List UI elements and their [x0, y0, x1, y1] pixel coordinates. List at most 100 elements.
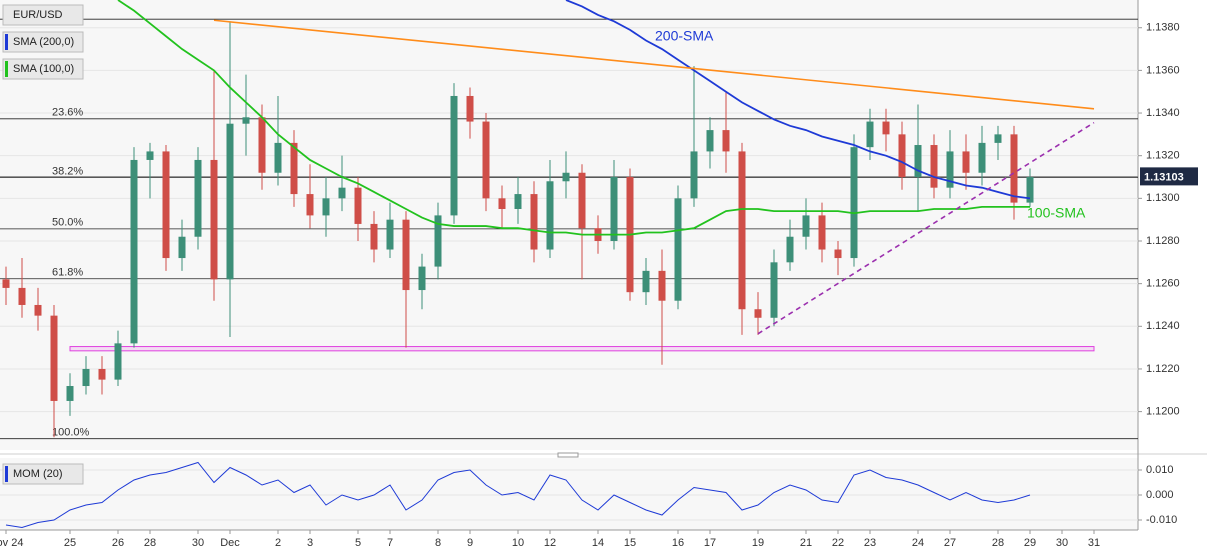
x-tick-label: 16 [672, 537, 684, 549]
candle-body [962, 151, 970, 173]
candle-body [946, 151, 954, 188]
last-price-label: 1.13103 [1144, 171, 1184, 183]
candle-body [2, 279, 10, 288]
y-tick-label: 1.1260 [1146, 278, 1180, 290]
candle-body [914, 145, 922, 178]
y-tick-label: 1.1240 [1146, 320, 1180, 332]
x-tick-label: 3 [307, 537, 313, 549]
x-tick-label: 8 [435, 537, 441, 549]
candle-body [210, 159, 218, 280]
candle-body [258, 117, 266, 173]
y-tick-label: 1.1340 [1146, 107, 1180, 119]
last-price-box [1140, 167, 1198, 186]
candle-body [98, 368, 106, 380]
candle-body [434, 215, 442, 267]
candle-body [1026, 177, 1034, 203]
x-tick-label: 5 [355, 537, 361, 549]
x-tick-label: 29 [1024, 537, 1036, 549]
candle-body [882, 121, 890, 135]
candle-body [1010, 134, 1018, 203]
pane-handle[interactable] [557, 452, 579, 458]
x-tick-label: 7 [387, 537, 393, 549]
mom-line [5, 461, 1031, 529]
candle-body [578, 172, 586, 229]
legend-label: MOM (20) [13, 468, 63, 480]
x-tick-label: 14 [592, 537, 604, 549]
candle-body [866, 121, 874, 148]
legend-label: SMA (100,0) [13, 63, 74, 75]
trendline [213, 19, 1095, 110]
x-tick-label: 23 [864, 537, 876, 549]
x-tick-label: 24 [912, 537, 924, 549]
candle-body [610, 177, 618, 241]
candle-body [178, 236, 186, 259]
x-tick-label: 25 [64, 537, 76, 549]
fib-label: 38.2% [52, 166, 83, 178]
candle-body [114, 343, 122, 380]
fib-label: 100.0% [52, 427, 90, 439]
y-tick-label: -0.010 [1146, 514, 1177, 526]
candle-body [466, 95, 474, 122]
y-tick-label: 0.000 [1146, 489, 1174, 501]
candle-body [290, 142, 298, 195]
x-tick-label: 21 [800, 537, 812, 549]
candle-body [642, 270, 650, 293]
candle-body [82, 368, 90, 387]
candle-body [498, 198, 506, 210]
candle-body [546, 181, 554, 250]
y-tick-label: 1.1300 [1146, 192, 1180, 204]
legend-box[interactable] [2, 463, 84, 485]
x-tick-label: 22 [832, 537, 844, 549]
x-tick-label: 19 [752, 537, 764, 549]
x-tick-label: Nov 24 [0, 537, 23, 549]
candle-body [338, 187, 346, 199]
x-tick-label: 17 [704, 537, 716, 549]
candle-body [66, 386, 74, 401]
candle-body [674, 198, 682, 301]
legend-box[interactable] [2, 4, 84, 26]
legend-swatch [5, 466, 8, 482]
candle-body [482, 121, 490, 199]
candle-body [690, 151, 698, 199]
candle-body [994, 134, 1002, 143]
candle-body [34, 304, 42, 316]
candle-body [530, 194, 538, 250]
x-tick-label: 30 [1056, 537, 1068, 549]
candle-body [706, 130, 714, 152]
annotation: 200-SMA [655, 28, 714, 44]
annotation: 100-SMA [1027, 205, 1086, 221]
legend-box[interactable] [2, 31, 84, 53]
candle-body [786, 236, 794, 263]
candle-body [514, 194, 522, 210]
candle-body [930, 145, 938, 188]
x-tick-label: Dec [220, 537, 240, 549]
candle-body [722, 130, 730, 152]
main-plot-bg [0, 0, 1138, 450]
legend-label: SMA (200,0) [13, 36, 74, 48]
candle-body [162, 151, 170, 259]
y-tick-label: 1.1220 [1146, 363, 1180, 375]
y-tick-label: 1.1380 [1146, 22, 1180, 34]
candle-body [850, 147, 858, 259]
legend-label: EUR/USD [13, 9, 63, 21]
candle-body [834, 249, 842, 259]
candle-body [18, 287, 26, 305]
y-tick-label: 0.010 [1146, 464, 1174, 476]
x-tick-label: 30 [192, 537, 204, 549]
legend-box[interactable] [2, 58, 84, 80]
fib-label: 61.8% [52, 267, 83, 279]
x-tick-label: 27 [944, 537, 956, 549]
candle-body [754, 309, 762, 318]
x-tick-label: 26 [112, 537, 124, 549]
legend-swatch [5, 61, 8, 77]
x-tick-label: 2 [275, 537, 281, 549]
candle-body [658, 270, 666, 301]
candle-body [354, 187, 362, 224]
fib-label: 50.0% [52, 217, 83, 229]
support-zone [69, 346, 1095, 352]
candle-body [370, 223, 378, 250]
candle-body [194, 159, 202, 237]
x-tick-label: 9 [467, 537, 473, 549]
candle-body [226, 123, 234, 280]
